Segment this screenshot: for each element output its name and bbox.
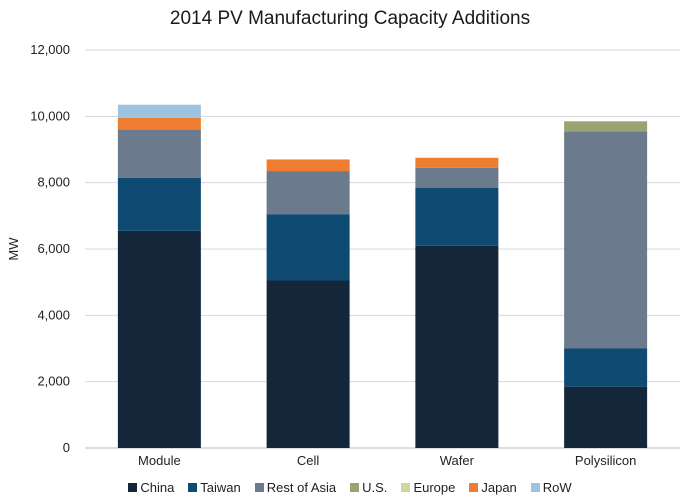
y-tick-label: 8,000	[37, 175, 70, 190]
bar-segment	[266, 159, 350, 172]
stacked-bar-chart: 0 2,000 4,000 6,000 8,000 10,000 12,000 MW Modul…	[6, 42, 680, 468]
bar-segment	[117, 129, 201, 178]
y-tick-label: 6,000	[37, 241, 70, 256]
chart-title: 2014 PV Manufacturing Capacity Additions	[169, 8, 531, 29]
bar-segment	[117, 117, 201, 130]
bar-segment	[415, 187, 499, 246]
legend-label: Taiwan	[200, 480, 241, 495]
legend-label: U.S.	[362, 480, 388, 495]
legend-swatch	[401, 483, 411, 492]
legend-swatch	[469, 483, 479, 492]
legend-label: China	[140, 480, 175, 495]
legend-swatch	[188, 483, 198, 492]
bar-segment	[415, 157, 499, 168]
x-tick-label: Module	[138, 453, 181, 468]
legend: China Taiwan Rest of Asia U.S. Europe Japan Ro…	[0, 480, 700, 495]
legend-label: Europe	[413, 480, 456, 495]
y-tick-label: 12,000	[30, 42, 70, 57]
legend-item: Japan	[469, 480, 517, 495]
legend-swatch	[530, 483, 540, 492]
bar-segment	[266, 214, 350, 281]
legend-swatch	[350, 483, 360, 492]
bar-segment	[117, 177, 201, 231]
bar-segment	[117, 104, 201, 118]
bar-segment	[564, 386, 648, 448]
y-tick-label: 4,000	[37, 307, 70, 322]
bar-segment	[117, 230, 201, 448]
legend-label: RoW	[542, 480, 572, 495]
y-axis-label: MW	[6, 237, 21, 261]
y-tick-label: 0	[63, 440, 70, 455]
bar-segment	[415, 245, 499, 448]
x-tick-label: Polysilicon	[575, 453, 636, 468]
axis-layer: 0 2,000 4,000 6,000 8,000 10,000 12,000 MW Modul…	[6, 42, 636, 468]
bar-segment	[266, 280, 350, 448]
legend-item: Taiwan	[188, 480, 241, 495]
y-tick-label: 10,000	[30, 108, 70, 123]
legend-item: U.S.	[350, 480, 387, 495]
legend-item: RoW	[530, 480, 572, 495]
y-tick-label: 2,000	[37, 374, 70, 389]
legend-label: Japan	[481, 480, 517, 495]
legend-swatch	[254, 483, 264, 492]
x-tick-label: Wafer	[440, 453, 475, 468]
legend-item: Rest of Asia	[254, 480, 337, 495]
bar-segment	[266, 171, 350, 215]
legend-label: Rest of Asia	[266, 480, 337, 495]
legend-swatch	[128, 483, 138, 492]
x-tick-label: Cell	[297, 453, 320, 468]
bar-layer	[117, 104, 648, 448]
bar-segment	[564, 131, 648, 349]
legend-item: Europe	[401, 480, 455, 495]
bar-segment	[564, 121, 648, 132]
bar-segment	[564, 348, 648, 387]
legend-item: China	[128, 480, 174, 495]
bar-segment	[415, 167, 499, 188]
